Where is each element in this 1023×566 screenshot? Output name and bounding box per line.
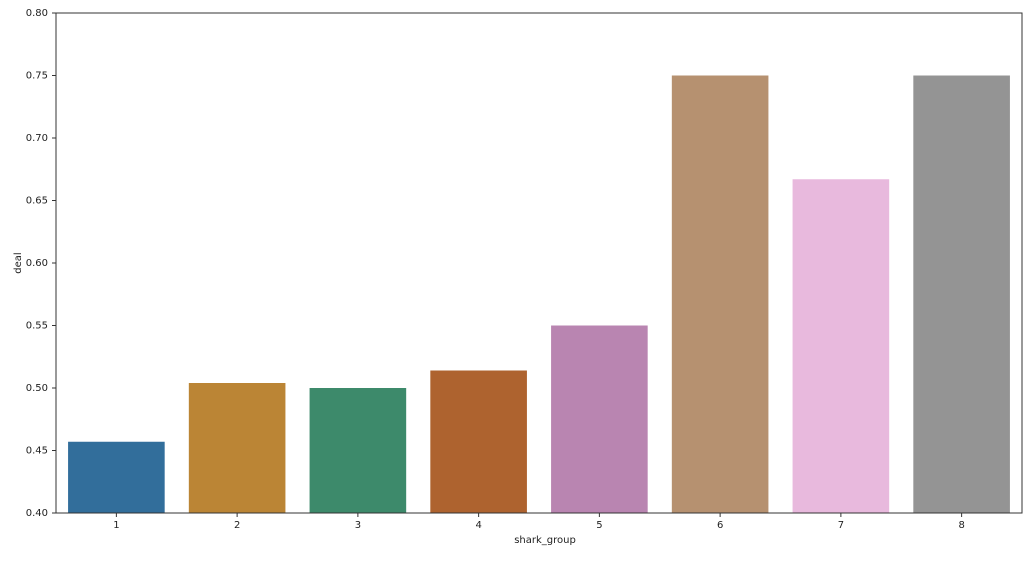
x-tick-label: 1: [113, 520, 119, 531]
y-axis-label: deal: [13, 252, 24, 273]
bar: [792, 179, 890, 513]
bar: [671, 75, 769, 513]
y-tick-label: 0.45: [26, 446, 48, 457]
x-tick-label: 2: [234, 520, 240, 531]
bar: [309, 388, 407, 513]
bar: [68, 441, 165, 513]
y-tick-label: 0.50: [26, 383, 48, 394]
y-tick-label: 0.70: [26, 133, 48, 144]
y-tick-label: 0.65: [26, 196, 48, 207]
x-tick-label: 3: [355, 520, 361, 531]
x-tick-label: 7: [838, 520, 844, 531]
x-tick-label: 6: [717, 520, 723, 531]
bar: [188, 383, 286, 513]
y-tick-label: 0.40: [26, 508, 48, 519]
y-tick-label: 0.75: [26, 71, 48, 82]
bar: [913, 75, 1010, 513]
x-tick-label: 5: [596, 520, 602, 531]
y-tick-label: 0.80: [26, 8, 48, 19]
plot-frame: [55, 12, 1023, 514]
bar: [430, 370, 527, 513]
y-tick-label: 0.60: [26, 258, 48, 269]
y-tick-label: 0.55: [26, 321, 48, 332]
x-axis-label: shark_group: [514, 535, 576, 546]
x-tick-label: 4: [475, 520, 481, 531]
x-tick-label: 8: [958, 520, 964, 531]
bar: [551, 325, 648, 513]
